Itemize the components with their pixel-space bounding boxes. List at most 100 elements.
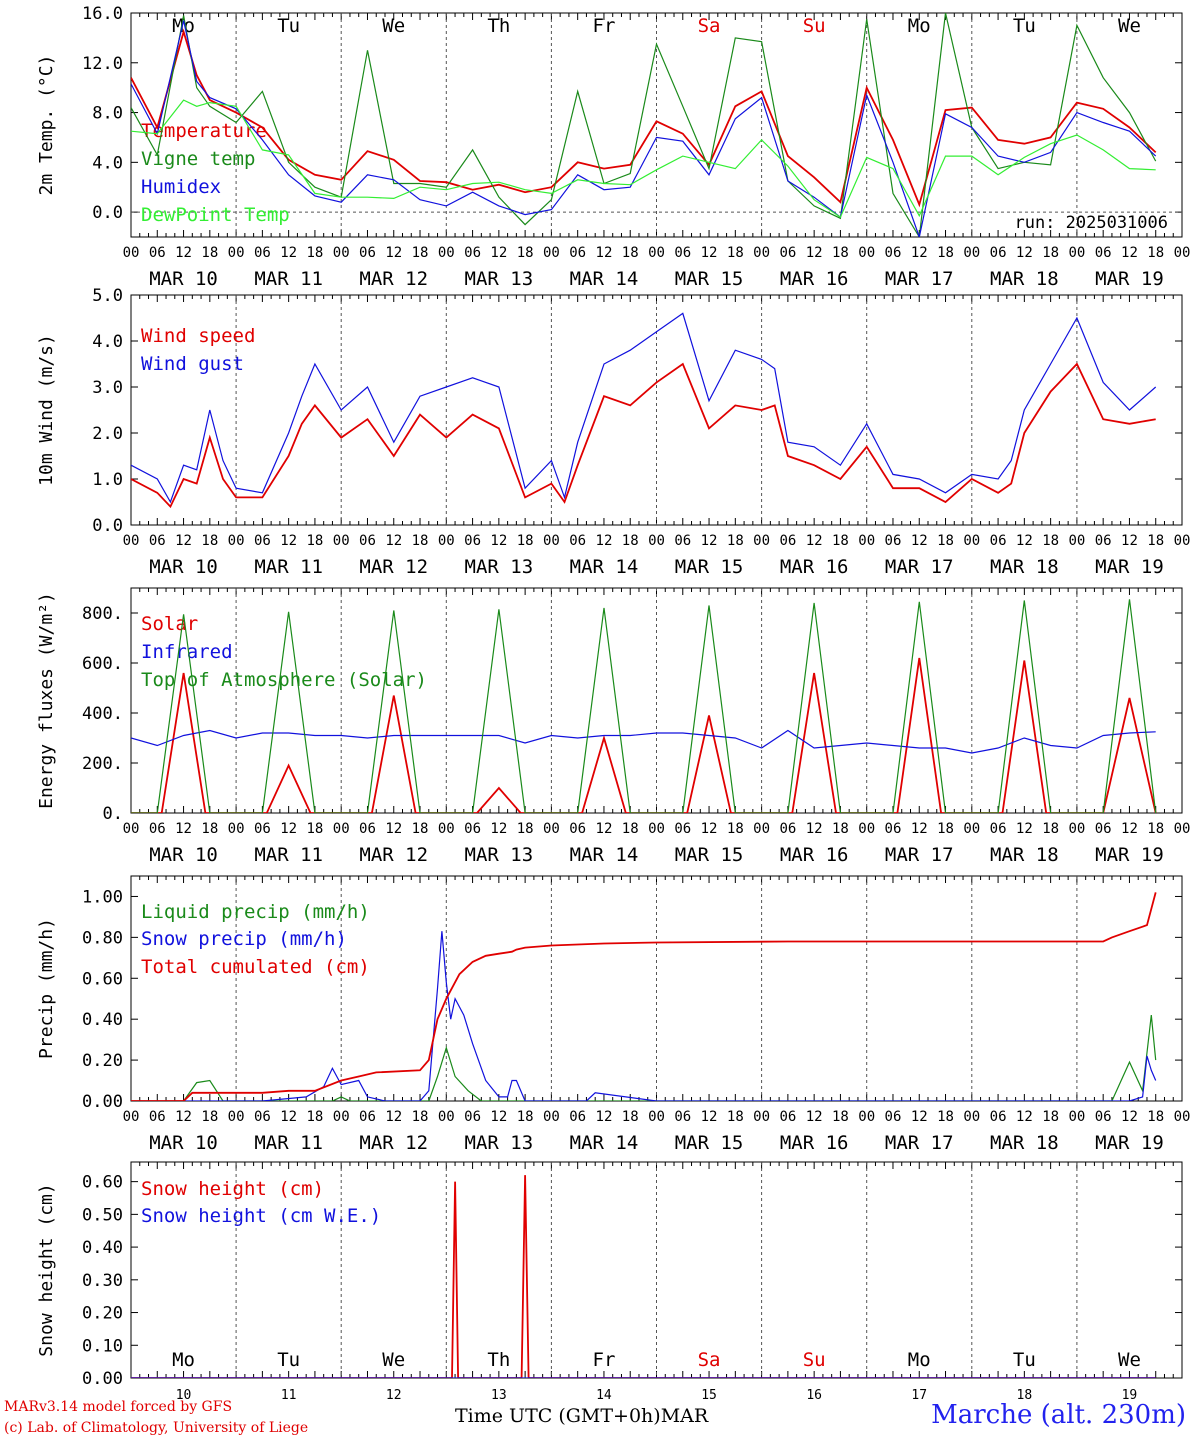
y-tick-label: 0.0 (92, 516, 123, 536)
series-line-wind-speed (131, 362, 1156, 509)
x-date-label: MAR 17 (885, 1132, 954, 1154)
x-date-label: MAR 14 (570, 268, 639, 290)
y-tick-label: 16.0 (82, 4, 123, 24)
x-hour-label: 00 (1068, 533, 1085, 549)
x-hour-label: 12 (280, 821, 297, 837)
x-hour-label: 12 (596, 821, 613, 837)
model-credit: MARv3.14 model forced by GFS (4, 1399, 233, 1415)
x-date-label: MAR 16 (780, 268, 849, 290)
weekday-label: Sa (698, 1349, 721, 1371)
y-tick-label: 0.60 (82, 1173, 123, 1193)
y-tick-label: 0.40 (82, 1238, 123, 1258)
x-hour-label: 00 (543, 245, 560, 261)
x-hour-label: 12 (1121, 1109, 1138, 1125)
y-tick-label: 0.60 (82, 969, 123, 989)
x-hour-label: 18 (937, 1109, 954, 1125)
x-hour-label: 06 (674, 245, 691, 261)
x-date-label: MAR 16 (780, 556, 849, 578)
x-hour-label: 06 (254, 1109, 271, 1125)
x-hour-label: 00 (858, 821, 875, 837)
y-tick-label: 0.40 (82, 1010, 123, 1030)
weekday-label: We (382, 15, 405, 37)
x-hour-label: 12 (490, 533, 507, 549)
x-date-label: MAR 15 (675, 844, 744, 866)
weekday-label: Sa (698, 15, 721, 37)
y-tick-label: 0. (103, 804, 123, 824)
day-number-label: 13 (491, 1388, 507, 1403)
day-number-label: 19 (1122, 1388, 1138, 1403)
x-hour-label: 00 (858, 533, 875, 549)
x-hour-label: 12 (806, 821, 823, 837)
x-hour-label: 00 (753, 1109, 770, 1125)
x-hour-label: 00 (543, 821, 560, 837)
x-hour-label: 12 (701, 245, 718, 261)
weekday-label: Fr (593, 15, 616, 37)
x-hour-label: 18 (517, 821, 534, 837)
day-number-label: 11 (281, 1388, 297, 1403)
y-tick-label: 0.20 (82, 1304, 123, 1324)
x-date-label: MAR 13 (465, 1132, 534, 1154)
x-hour-label: 06 (359, 821, 376, 837)
y-axis-label: Energy fluxes (W/m²) (36, 592, 57, 809)
x-hour-label: 00 (1068, 821, 1085, 837)
x-hour-label: 06 (464, 821, 481, 837)
series-line-snow-precip-mm-h- (131, 931, 1157, 1101)
x-date-label: MAR 11 (254, 844, 323, 866)
weekday-label: Fr (593, 1349, 616, 1371)
x-hour-label: 00 (963, 1109, 980, 1125)
x-hour-label: 00 (1068, 1109, 1085, 1125)
x-hour-label: 00 (648, 533, 665, 549)
legend-entry: Vigne temp (141, 148, 255, 170)
x-hour-label: 00 (1174, 245, 1191, 261)
x-hour-label: 06 (1095, 1109, 1112, 1125)
x-hour-label: 12 (701, 821, 718, 837)
x-hour-label: 12 (175, 821, 192, 837)
x-hour-label: 00 (543, 1109, 560, 1125)
x-hour-label: 00 (438, 1109, 455, 1125)
x-hour-label: 12 (385, 1109, 402, 1125)
x-hour-label: 18 (832, 821, 849, 837)
x-date-label: MAR 14 (570, 1132, 639, 1154)
x-hour-label: 06 (885, 533, 902, 549)
x-hour-label: 00 (753, 821, 770, 837)
x-hour-label: 18 (622, 821, 639, 837)
x-hour-label: 00 (1174, 821, 1191, 837)
legend-entry: Solar (141, 613, 198, 635)
x-hour-label: 18 (832, 1109, 849, 1125)
weekday-label: Mo (908, 1349, 931, 1371)
x-hour-label: 06 (359, 245, 376, 261)
x-hour-label: 00 (963, 821, 980, 837)
x-hour-label: 00 (123, 1109, 140, 1125)
x-axis-month: MAR (660, 1405, 709, 1427)
day-number-label: 16 (806, 1388, 822, 1403)
x-hour-label: 06 (254, 533, 271, 549)
x-hour-label: 06 (885, 1109, 902, 1125)
x-hour-label: 00 (228, 1109, 245, 1125)
x-hour-label: 00 (438, 821, 455, 837)
y-tick-label: 400. (82, 704, 123, 724)
x-hour-label: 12 (1121, 245, 1138, 261)
x-date-label: MAR 16 (780, 844, 849, 866)
day-number-label: 17 (911, 1388, 927, 1403)
y-tick-label: 800. (82, 604, 123, 624)
x-date-label: MAR 17 (885, 844, 954, 866)
x-hour-label: 18 (517, 245, 534, 261)
x-date-label: MAR 10 (149, 844, 218, 866)
x-hour-label: 18 (1042, 821, 1059, 837)
x-hour-label: 06 (569, 245, 586, 261)
x-hour-label: 00 (333, 1109, 350, 1125)
weekday-label: We (382, 1349, 405, 1371)
x-hour-label: 12 (911, 821, 928, 837)
x-hour-label: 06 (464, 1109, 481, 1125)
x-hour-label: 18 (622, 533, 639, 549)
weekday-label: Su (803, 15, 826, 37)
x-hour-label: 12 (596, 533, 613, 549)
x-hour-label: 06 (1095, 533, 1112, 549)
run-label: run: 2025031006 (1014, 213, 1168, 233)
x-hour-label: 06 (254, 245, 271, 261)
series-line-liquid-precip-mm-h- (131, 1015, 1157, 1101)
x-date-label: MAR 19 (1095, 268, 1164, 290)
x-hour-label: 06 (569, 533, 586, 549)
x-hour-label: 06 (464, 245, 481, 261)
copyright-credit: (c) Lab. of Climatology, University of L… (4, 1420, 309, 1436)
